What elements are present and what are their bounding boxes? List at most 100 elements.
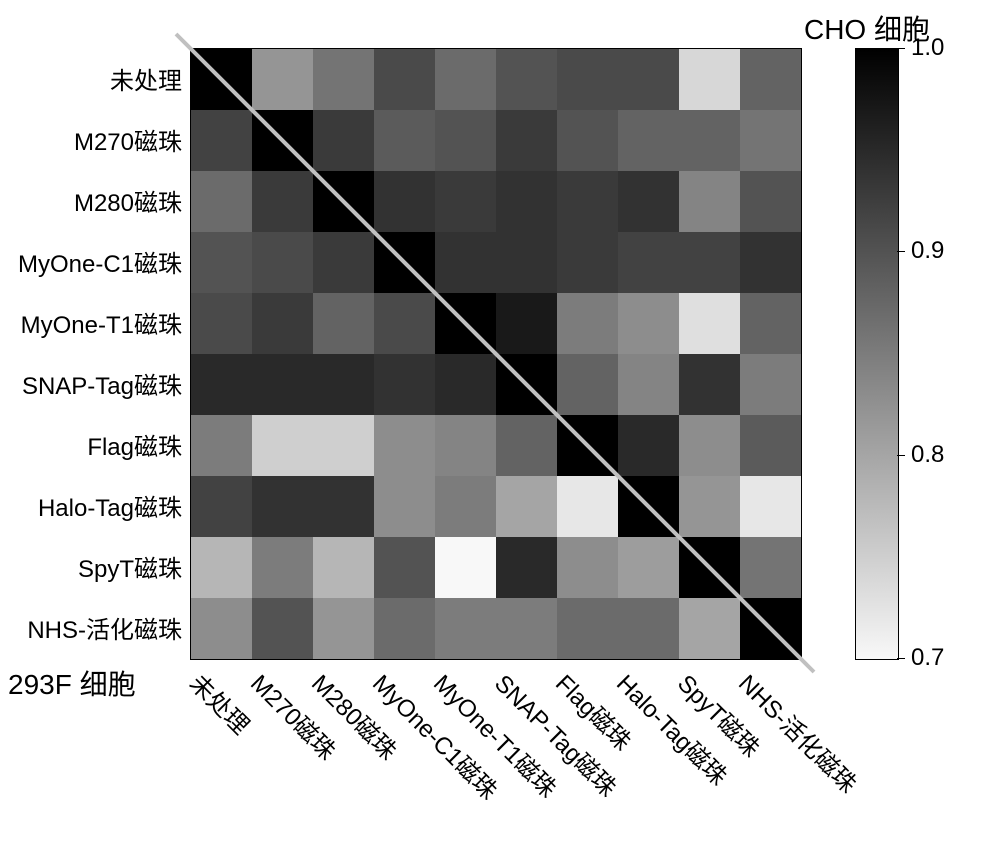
y-axis-label: Halo-Tag磁珠 bbox=[38, 488, 182, 523]
colorbar-tick-label: 0.8 bbox=[911, 441, 944, 469]
heatmap-cell bbox=[557, 110, 618, 171]
y-axis-labels: 未处理 M270磁珠 M280磁珠 MyOne-C1磁珠 MyOne-T1磁珠 SNAP-… bbox=[0, 48, 182, 658]
heatmap-cell bbox=[374, 293, 435, 354]
heatmap-cell bbox=[496, 171, 557, 232]
heatmap-cell bbox=[313, 598, 374, 659]
y-axis-label: M280磁珠 bbox=[74, 183, 182, 218]
heatmap-cell bbox=[435, 232, 496, 293]
heatmap-cell bbox=[740, 598, 801, 659]
heatmap-cell bbox=[740, 354, 801, 415]
heatmap-cell bbox=[679, 537, 740, 598]
heatmap-cell bbox=[191, 598, 252, 659]
heatmap-cell bbox=[191, 537, 252, 598]
heatmap-cell bbox=[435, 476, 496, 537]
heatmap-cell bbox=[252, 476, 313, 537]
heatmap-cell bbox=[557, 598, 618, 659]
heatmap-cell bbox=[313, 415, 374, 476]
heatmap-cell bbox=[618, 232, 679, 293]
heatmap-cell bbox=[374, 354, 435, 415]
heatmap-cell bbox=[679, 476, 740, 537]
heatmap-cell bbox=[313, 232, 374, 293]
x-axis-labels: 未处理M270磁珠M280磁珠MyOne-C1磁珠MyOne-T1磁珠SNAP-… bbox=[190, 665, 800, 865]
heatmap-wrap bbox=[190, 48, 800, 658]
label-bottom-left: 293F 细胞 bbox=[8, 663, 136, 703]
heatmap-cell bbox=[252, 537, 313, 598]
heatmap-cell bbox=[191, 354, 252, 415]
heatmap-cell bbox=[252, 598, 313, 659]
heatmap-cell bbox=[191, 293, 252, 354]
colorbar-wrap: 1.00.90.80.7 bbox=[855, 48, 977, 658]
heatmap-cell bbox=[374, 110, 435, 171]
heatmap-cell bbox=[618, 354, 679, 415]
colorbar-tick-line bbox=[897, 251, 905, 252]
colorbar bbox=[855, 48, 899, 660]
colorbar-ticks: 1.00.90.80.7 bbox=[897, 48, 977, 658]
heatmap-cell bbox=[740, 110, 801, 171]
heatmap-cell bbox=[374, 598, 435, 659]
heatmap-cell bbox=[679, 232, 740, 293]
heatmap-cell bbox=[679, 598, 740, 659]
heatmap-cell bbox=[435, 354, 496, 415]
heatmap-cell bbox=[374, 537, 435, 598]
heatmap-cell bbox=[252, 354, 313, 415]
heatmap-cell bbox=[191, 232, 252, 293]
heatmap-cell bbox=[679, 110, 740, 171]
heatmap-cell bbox=[618, 171, 679, 232]
heatmap-cell bbox=[313, 537, 374, 598]
heatmap-cell bbox=[374, 232, 435, 293]
y-axis-label: M270磁珠 bbox=[74, 122, 182, 157]
heatmap-cell bbox=[679, 171, 740, 232]
y-axis-label: MyOne-C1磁珠 bbox=[18, 244, 182, 279]
heatmap-cell bbox=[252, 415, 313, 476]
heatmap-cell bbox=[557, 171, 618, 232]
heatmap-cell bbox=[740, 232, 801, 293]
heatmap-cell bbox=[191, 415, 252, 476]
heatmap-cell bbox=[374, 171, 435, 232]
heatmap-cell bbox=[618, 49, 679, 110]
colorbar-tick-line bbox=[897, 455, 905, 456]
y-axis-label: NHS-活化磁珠 bbox=[27, 610, 182, 645]
heatmap-cell bbox=[557, 232, 618, 293]
colorbar-tick-label: 0.7 bbox=[911, 644, 944, 672]
heatmap-cell bbox=[496, 232, 557, 293]
heatmap-cell bbox=[435, 537, 496, 598]
heatmap-cell bbox=[557, 476, 618, 537]
heatmap-cell bbox=[374, 49, 435, 110]
heatmap-cell bbox=[313, 171, 374, 232]
heatmap-cell bbox=[313, 476, 374, 537]
heatmap-cell bbox=[679, 415, 740, 476]
heatmap-cell bbox=[618, 598, 679, 659]
heatmap-cell bbox=[740, 476, 801, 537]
heatmap-cell bbox=[618, 415, 679, 476]
figure-container: CHO 细胞 未处理M270磁珠M280磁珠MyOne-C1磁珠MyOne-T1… bbox=[0, 0, 1000, 861]
heatmap-cell bbox=[435, 49, 496, 110]
heatmap-cell bbox=[496, 598, 557, 659]
heatmap-cell bbox=[496, 354, 557, 415]
colorbar-tick-line bbox=[897, 658, 905, 659]
colorbar-tick-label: 0.9 bbox=[911, 237, 944, 265]
heatmap-cell bbox=[435, 598, 496, 659]
heatmap-cell bbox=[435, 415, 496, 476]
heatmap-cell bbox=[374, 476, 435, 537]
heatmap-cell bbox=[435, 293, 496, 354]
heatmap-cell bbox=[618, 110, 679, 171]
heatmap-cell bbox=[496, 476, 557, 537]
heatmap-cell bbox=[191, 171, 252, 232]
heatmap-cell bbox=[679, 49, 740, 110]
heatmap-cell bbox=[557, 415, 618, 476]
heatmap-cell bbox=[740, 293, 801, 354]
heatmap-cell bbox=[313, 293, 374, 354]
heatmap-cell bbox=[557, 537, 618, 598]
heatmap-cell bbox=[679, 293, 740, 354]
heatmap-cell bbox=[191, 49, 252, 110]
heatmap-cell bbox=[191, 110, 252, 171]
x-axis-label: 未处理 bbox=[184, 665, 260, 741]
y-axis-label: SNAP-Tag磁珠 bbox=[22, 366, 182, 401]
y-axis-label: Flag磁珠 bbox=[87, 427, 182, 462]
y-axis-label: 未处理 bbox=[110, 61, 182, 96]
heatmap-cell bbox=[313, 49, 374, 110]
heatmap-cell bbox=[252, 49, 313, 110]
heatmap-cell bbox=[740, 171, 801, 232]
y-axis-label: MyOne-T1磁珠 bbox=[21, 305, 182, 340]
colorbar-tick-line bbox=[897, 48, 905, 49]
